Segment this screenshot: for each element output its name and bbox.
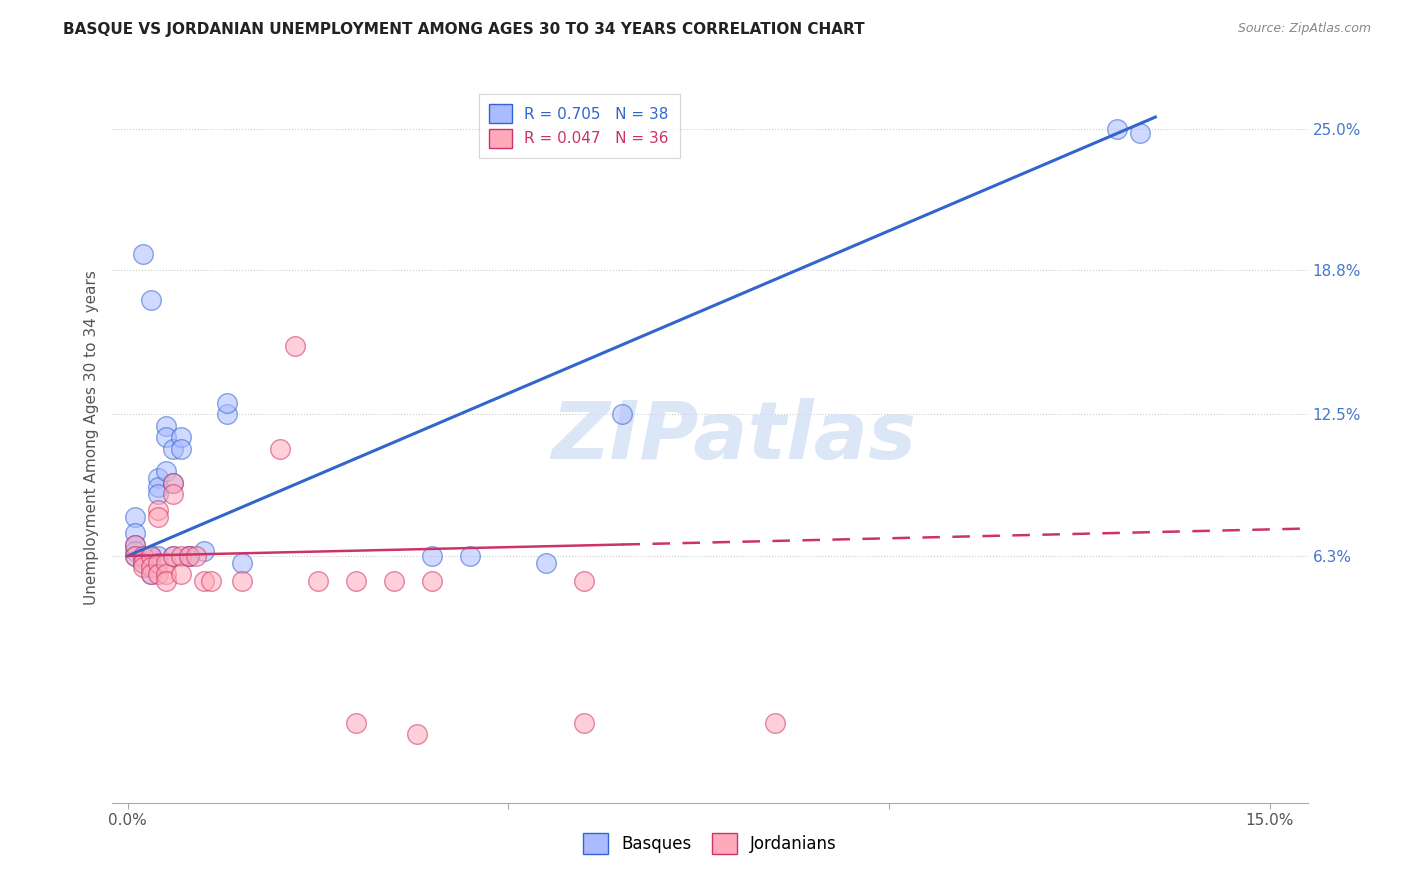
Point <box>155 430 177 444</box>
Point <box>155 464 177 478</box>
Point <box>146 556 169 570</box>
Point <box>132 551 155 566</box>
Point <box>132 549 155 563</box>
Point <box>124 549 146 563</box>
Point <box>162 487 184 501</box>
Point <box>162 549 184 563</box>
Point <box>170 430 193 444</box>
Text: ZIPatlas: ZIPatlas <box>551 398 917 476</box>
Point <box>231 556 253 570</box>
Text: Source: ZipAtlas.com: Source: ZipAtlas.com <box>1237 22 1371 36</box>
Point <box>124 526 146 541</box>
Point <box>162 475 184 490</box>
Point <box>132 556 155 570</box>
Point <box>146 549 169 563</box>
Point <box>162 549 184 563</box>
Point <box>132 247 155 261</box>
Text: BASQUE VS JORDANIAN UNEMPLOYMENT AMONG AGES 30 TO 34 YEARS CORRELATION CHART: BASQUE VS JORDANIAN UNEMPLOYMENT AMONG A… <box>63 22 865 37</box>
Point <box>458 549 481 563</box>
Point <box>170 549 193 563</box>
Point <box>139 567 162 582</box>
Point <box>177 549 200 563</box>
Point <box>155 418 177 433</box>
Point <box>162 442 184 456</box>
Y-axis label: Unemployment Among Ages 30 to 34 years: Unemployment Among Ages 30 to 34 years <box>83 269 98 605</box>
Point <box>146 503 169 517</box>
Point <box>420 549 443 563</box>
Point <box>139 293 162 307</box>
Point <box>132 549 155 563</box>
Point <box>139 549 162 563</box>
Point <box>155 567 177 582</box>
Point <box>536 556 558 570</box>
Point <box>170 442 193 456</box>
Point <box>139 567 162 582</box>
Point <box>155 574 177 588</box>
Point <box>231 574 253 588</box>
Point <box>382 574 405 588</box>
Point <box>146 510 169 524</box>
Point <box>215 407 238 421</box>
Point <box>146 480 169 494</box>
Point <box>177 549 200 563</box>
Point <box>574 574 596 588</box>
Point <box>612 407 634 421</box>
Point <box>124 544 146 558</box>
Point <box>406 727 429 741</box>
Point <box>124 510 146 524</box>
Point <box>284 339 307 353</box>
Legend: Basques, Jordanians: Basques, Jordanians <box>576 827 844 860</box>
Point <box>124 537 146 551</box>
Point <box>1107 121 1129 136</box>
Point <box>269 442 291 456</box>
Point <box>186 549 208 563</box>
Point <box>344 574 367 588</box>
Point <box>215 396 238 410</box>
Point <box>170 567 193 582</box>
Point <box>139 549 162 563</box>
Point <box>124 549 146 563</box>
Point <box>307 574 329 588</box>
Point <box>193 574 215 588</box>
Point <box>200 574 222 588</box>
Point <box>344 715 367 730</box>
Point <box>139 549 162 563</box>
Point <box>146 487 169 501</box>
Point <box>162 475 184 490</box>
Point <box>146 567 169 582</box>
Point <box>193 544 215 558</box>
Point <box>139 560 162 574</box>
Point <box>420 574 443 588</box>
Point <box>132 556 155 570</box>
Point <box>177 549 200 563</box>
Point <box>763 715 786 730</box>
Point <box>132 560 155 574</box>
Point <box>146 471 169 485</box>
Point <box>155 556 177 570</box>
Point <box>1129 126 1152 140</box>
Point <box>124 537 146 551</box>
Point <box>132 549 155 563</box>
Point <box>574 715 596 730</box>
